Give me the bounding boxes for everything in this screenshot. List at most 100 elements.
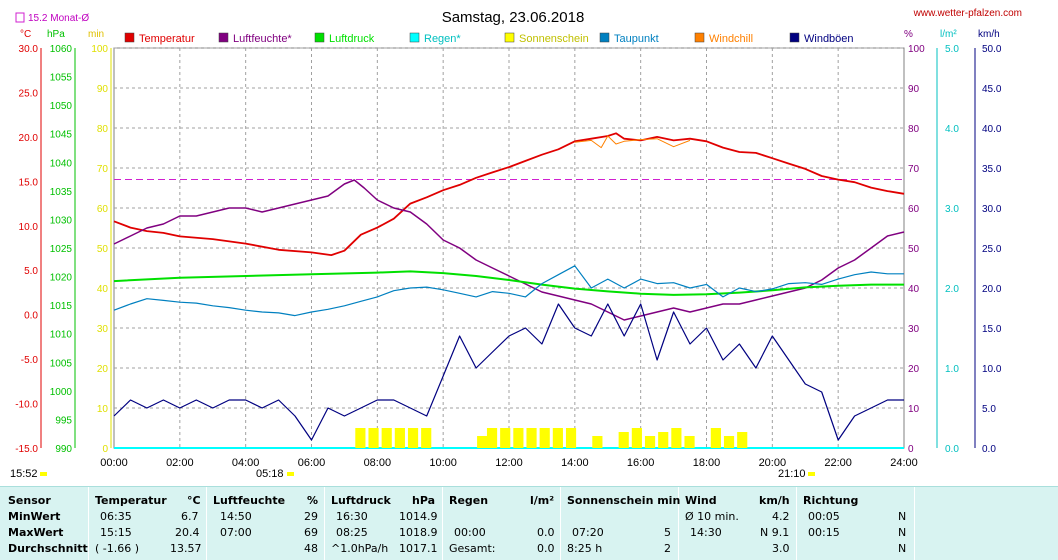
x-tick-label: 18:00 [693,457,721,469]
wind-axis-tick-label: 35.0 [982,164,1002,175]
sunshine-bar [539,428,550,448]
col-divider [442,487,443,560]
cell: N [898,526,907,539]
cell: 1018.9 [399,526,438,539]
cell: 07:00 [220,526,252,539]
sunshine-bar [592,436,603,448]
col-divider [560,487,561,560]
humidity-axis-tick-label: 40 [908,284,920,295]
weather-chart: Samstag, 23.06.2018 www.wetter-pfalzen.c… [10,8,1022,480]
x-tick-label: 02:00 [166,457,194,469]
wind-axis-tick-label: 0.0 [982,444,996,455]
temp-axis-tick-label: 25.0 [19,88,39,99]
wind-axis-tick-label: 5.0 [982,404,996,415]
row-label: MaxWert [8,526,64,539]
x-tick-label: 16:00 [627,457,655,469]
x-tick-label: 06:00 [298,457,326,469]
cell: 16:30 [336,510,368,523]
pressure-axis-tick-label: 990 [55,444,72,455]
cell: 2 [664,542,671,555]
humidity-axis-tick-label: 90 [908,84,920,95]
sunshine-bar [631,428,642,448]
legend-label: Windböen [804,33,854,45]
sun-axis-tick-label: 100 [91,44,108,55]
sun-axis-tick-label: 50 [97,244,109,255]
wind-axis-tick-label: 15.0 [982,324,1002,335]
sun-axis-tick-label: 70 [97,164,109,175]
cell: Gesamt: [449,542,496,555]
cell: 06:35 [100,510,132,523]
cell: N 9.1 [760,526,790,539]
temp-axis-tick-label: -10.0 [15,400,38,411]
cell: 20.4 [175,526,200,539]
x-tick-label: 12:00 [495,457,523,469]
chart-title: Samstag, 23.06.2018 [442,9,585,26]
cell: 48 [304,542,318,555]
temp-axis-tick-label: 10.0 [19,222,39,233]
series-line-temperatur [113,132,905,257]
sunset-marker [808,472,815,476]
sunshine-bar [710,428,721,448]
cell: 08:25 [336,526,368,539]
col-divider [914,487,915,560]
sunshine-bar [394,428,405,448]
wind-axis-tick-label: 10.0 [982,364,1002,375]
hdr-rain: Regen [449,494,489,507]
legend-swatch [409,32,420,43]
x-tick-label: 00:00 [100,457,128,469]
series-line-luftfeuchte [113,179,905,321]
sunshine-bar [477,436,488,448]
sun-axis-tick-label: 60 [97,204,109,215]
legend-swatch [694,32,705,43]
hdr-press: Luftdruck [331,494,391,507]
start-marker [40,472,47,476]
cell: 0.0 [537,526,555,539]
wind-axis-tick-label: 25.0 [982,244,1002,255]
legend-swatch [314,32,325,43]
row-label: MinWert [8,510,61,523]
temp-axis-tick-label: 15.0 [19,177,39,188]
axes: 30.0 25.0 20.0 15.0 10.0 5.0 0.0 -5.0 -10.0 -15.0… [15,44,1002,469]
sunset-time: 21:10 [778,468,806,480]
x-tick-label: 14:00 [561,457,589,469]
legend-swatch [599,32,610,43]
hdr-hum-unit: % [307,494,319,507]
series-line-windchill [574,135,691,149]
pressure-axis-tick-label: 1045 [50,130,73,141]
col-divider [88,487,89,560]
legend-swatch [124,32,135,43]
sunshine-bar [684,436,695,448]
pressure-axis-tick-label: 1040 [50,158,73,169]
humidity-axis-tick-label: 30 [908,324,920,335]
pressure-axis-tick-label: 1015 [50,301,73,312]
pressure-axis-tick-label: 995 [55,415,72,426]
series-line-taupunkt [113,265,904,317]
col-divider [324,487,325,560]
cell: 5 [664,526,671,539]
hdr-sensor: Sensor [8,494,51,507]
rain-axis-tick-label: 0.0 [945,444,959,455]
wind-axis-tick-label: 50.0 [982,44,1002,55]
legend-label: Windchill [709,33,753,45]
row-label: Durchschnitt [8,542,88,555]
humidity-axis-tick-label: 70 [908,164,920,175]
unit-rain: l/m² [940,29,957,40]
pressure-axis-tick-label: 1010 [50,330,73,341]
cell: 00:15 [808,526,840,539]
hdr-dir: Richtung [803,494,859,507]
pressure-axis-tick-label: 1030 [50,215,73,226]
unit-hum: % [904,29,913,40]
cell: 8:25 h [567,542,603,555]
cell: 3.0 [772,542,790,555]
series-layer [113,132,905,449]
sunshine-bar [658,432,669,448]
hdr-hum: Luftfeuchte [213,494,286,507]
humidity-axis-tick-label: 20 [908,364,920,375]
stats-table: Sensor Temperatur °C Luftfeuchte % Luftd… [0,486,1058,560]
pressure-axis-tick-label: 1005 [50,358,73,369]
x-tick-label: 22:00 [824,457,852,469]
pressure-axis-tick-label: 1055 [50,73,73,84]
sunshine-bar [486,428,498,448]
sunshine-bar [723,436,735,448]
rain-axis-tick-label: 2.0 [945,284,959,295]
